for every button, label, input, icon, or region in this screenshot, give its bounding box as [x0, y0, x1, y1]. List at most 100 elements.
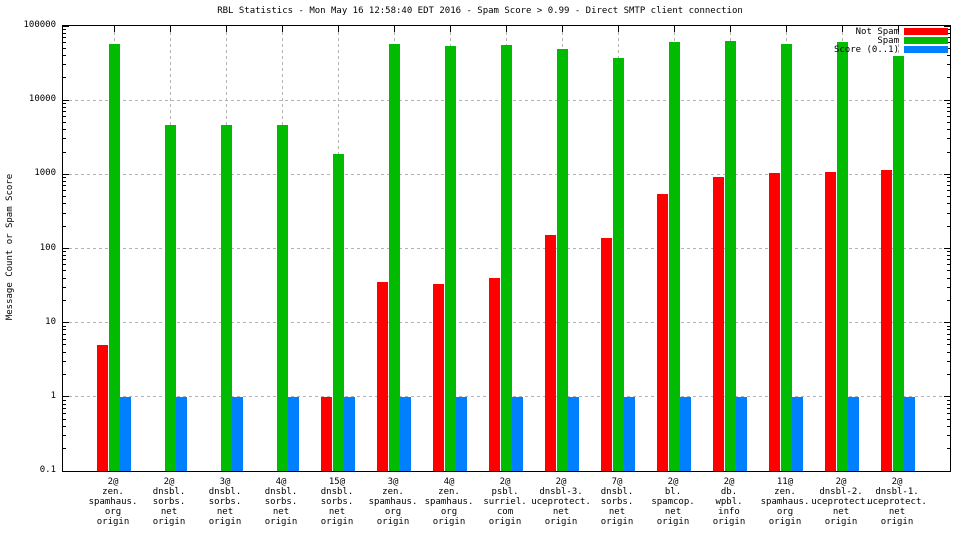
y-major-tick	[63, 173, 69, 175]
y-minor-tick	[63, 448, 66, 450]
y-minor-tick	[63, 264, 66, 266]
y-minor-tick	[63, 259, 66, 261]
bar-spam	[333, 153, 344, 471]
x-category-label: 2@ dnsbl-3. uceprotect. net origin	[531, 477, 591, 527]
bar-score-0-1-	[344, 396, 355, 471]
y-minor-tick	[63, 425, 66, 427]
y-minor-tick	[947, 329, 950, 331]
y-minor-tick	[947, 255, 950, 257]
bar-spam	[837, 41, 848, 471]
y-minor-tick	[63, 151, 66, 153]
x-category-label: 11@ zen. spamhaus. org origin	[760, 477, 810, 527]
x-tick	[506, 26, 507, 32]
y-minor-tick	[63, 55, 66, 56]
y-minor-tick	[63, 32, 66, 34]
x-tick	[226, 26, 227, 32]
x-category-label: 2@ db. wpbl. info origin	[712, 477, 746, 527]
y-minor-tick	[63, 64, 66, 66]
y-major-tick	[944, 396, 950, 398]
y-minor-tick	[63, 203, 66, 205]
y-minor-tick	[63, 41, 66, 43]
y-minor-tick	[947, 41, 950, 43]
bar-score-0-1-	[232, 396, 243, 471]
y-tick-label: 100	[39, 242, 56, 253]
y-minor-tick	[947, 403, 950, 405]
bar-spam	[389, 44, 400, 471]
y-minor-tick	[63, 77, 66, 79]
y-major-tick	[944, 248, 950, 249]
bar-spam	[501, 45, 512, 471]
y-minor-tick	[947, 190, 950, 192]
y-minor-tick	[947, 116, 950, 118]
y-minor-tick	[63, 270, 66, 272]
legend-label: Not Spam	[855, 26, 899, 37]
bar-spam	[445, 45, 456, 471]
bar-score-0-1-	[792, 396, 803, 471]
y-minor-tick	[63, 106, 66, 108]
y-minor-tick	[947, 277, 950, 279]
y-minor-tick	[63, 111, 66, 113]
y-minor-tick	[947, 333, 950, 335]
x-category-label: 3@ dnsbl. sorbs. net origin	[208, 477, 242, 527]
x-category-label: 4@ dnsbl. sorbs. net origin	[264, 477, 298, 527]
y-tick-label: 1000	[34, 168, 56, 179]
y-minor-tick	[63, 181, 66, 183]
y-minor-tick	[63, 129, 66, 131]
bar-spam	[277, 125, 288, 471]
y-minor-tick	[63, 351, 66, 353]
bar-score-0-1-	[848, 396, 859, 471]
bar-not-spam	[377, 282, 388, 471]
bar-not-spam	[489, 278, 500, 471]
y-minor-tick	[947, 264, 950, 266]
y-minor-tick	[947, 374, 950, 375]
bar-not-spam	[433, 284, 444, 471]
plot-area	[62, 25, 951, 472]
y-minor-tick	[947, 181, 950, 183]
x-tick	[786, 26, 787, 32]
y-minor-tick	[63, 407, 66, 409]
y-minor-tick	[947, 286, 950, 288]
y-minor-tick	[947, 203, 950, 205]
y-minor-tick	[63, 435, 66, 437]
legend-swatch	[904, 28, 948, 35]
y-minor-tick	[63, 251, 66, 253]
legend-item: Score (0..1)	[833, 44, 948, 55]
x-category-label: 2@ psbl. surriel. com origin	[483, 477, 527, 527]
y-major-tick	[63, 248, 69, 249]
bar-not-spam	[881, 169, 892, 471]
y-minor-tick	[63, 177, 66, 179]
bar-spam	[557, 48, 568, 471]
y-minor-tick	[63, 286, 66, 288]
y-major-tick	[944, 99, 950, 101]
bar-score-0-1-	[400, 396, 411, 471]
y-minor-tick	[947, 129, 950, 131]
y-minor-tick	[947, 251, 950, 253]
bar-score-0-1-	[288, 396, 299, 471]
y-major-tick	[63, 470, 69, 472]
bar-spam	[781, 43, 792, 471]
y-tick-label: 10	[45, 316, 56, 327]
bar-score-0-1-	[624, 396, 635, 471]
y-minor-tick	[947, 212, 950, 214]
y-major-tick	[944, 470, 950, 472]
x-tick	[170, 26, 171, 32]
legend-label: Score (0..1)	[833, 44, 899, 55]
bar-score-0-1-	[120, 396, 131, 471]
bar-spam	[613, 58, 624, 471]
bar-not-spam	[601, 237, 612, 471]
x-tick	[898, 26, 899, 32]
bar-not-spam	[769, 173, 780, 471]
y-major-tick	[944, 25, 950, 27]
y-minor-tick	[63, 28, 66, 30]
y-minor-tick	[947, 196, 950, 198]
chart-title: RBL Statistics - Mon May 16 12:58:40 EDT…	[217, 6, 743, 16]
bar-score-0-1-	[904, 396, 915, 471]
y-minor-tick	[63, 212, 66, 214]
y-major-tick	[944, 173, 950, 175]
y-minor-tick	[63, 225, 66, 227]
legend: Not Spam Spam Score (0..1)	[833, 26, 948, 55]
y-minor-tick	[947, 185, 950, 187]
y-minor-tick	[947, 28, 950, 30]
y-tick-label: 0.1	[39, 465, 56, 475]
y-minor-tick	[947, 344, 950, 346]
